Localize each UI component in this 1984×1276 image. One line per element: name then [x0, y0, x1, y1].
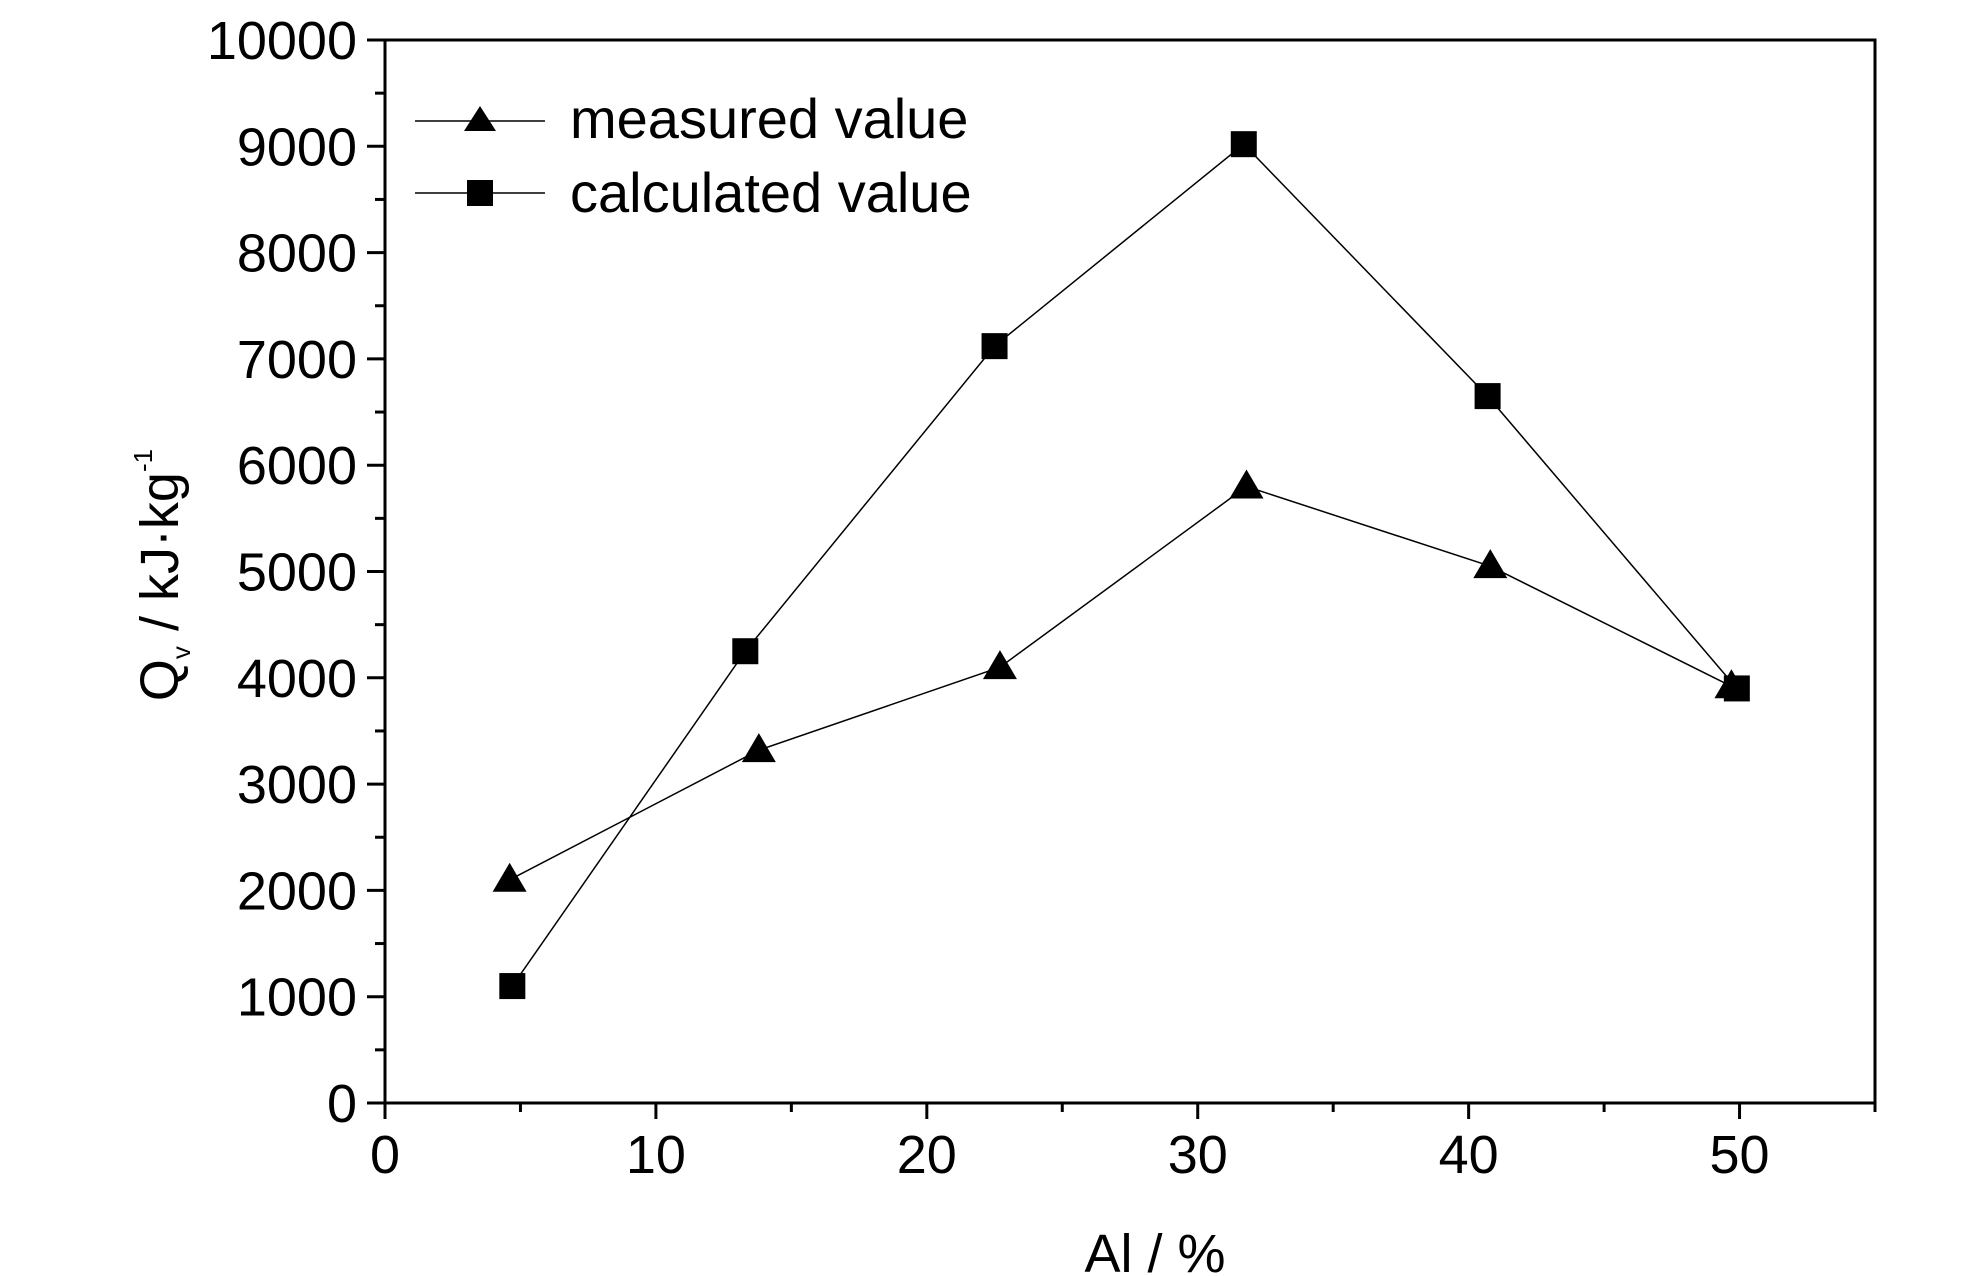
y-tick-label-4000: 4000: [237, 649, 357, 709]
calculated-point-0: [499, 973, 526, 1000]
y-tick-label-6000: 6000: [237, 436, 357, 496]
y-axis-title-main: Q: [130, 659, 190, 701]
y-axis-title-sup: -1: [128, 449, 158, 472]
x-tick-label-40: 40: [1439, 1125, 1499, 1185]
x-tick-label-10: 10: [626, 1125, 686, 1185]
calculated-point-1: [732, 638, 759, 665]
measured-point-4: [1473, 549, 1508, 579]
x-tick-label-30: 30: [1168, 1125, 1228, 1185]
calculated-point-2: [981, 333, 1008, 360]
calculated-point-3: [1230, 131, 1257, 158]
y-axis-title-sub: v: [166, 646, 196, 659]
y-axis-title: Qv / kJ·kg-1: [128, 449, 196, 701]
series-markers: [492, 131, 1750, 1000]
y-tick-label-5000: 5000: [237, 543, 357, 603]
y-tick-label-8000: 8000: [237, 224, 357, 284]
measured-point-1: [741, 733, 776, 763]
measured-point-2: [982, 650, 1017, 680]
calculated-point-5: [1723, 675, 1750, 702]
legend-label-calculated: calculated value: [570, 161, 972, 224]
legend-marker-square: [467, 180, 493, 206]
series-line-calculated: [511, 143, 1738, 987]
y-axis-title-unit: / kJ·kg: [130, 472, 190, 646]
measured-point-0: [492, 862, 527, 892]
y-axis: 0 1000 2000 3000 4000 5000 6000 7000 8000 9000 100…: [207, 11, 385, 1134]
y-tick-label-0: 0: [327, 1074, 357, 1134]
y-tick-label-3000: 3000: [237, 755, 357, 815]
x-tick-label-0: 0: [370, 1125, 400, 1185]
legend: measured value calculated value: [410, 70, 980, 230]
y-tick-label-2000: 2000: [237, 861, 357, 921]
x-tick-label-50: 50: [1710, 1125, 1770, 1185]
legend-marker-triangle: [464, 106, 496, 131]
y-tick-label-9000: 9000: [237, 117, 357, 177]
y-tick-label-10000: 10000: [207, 11, 357, 71]
series-line-measured: [509, 485, 1732, 881]
calculated-point-4: [1474, 383, 1501, 410]
x-tick-label-20: 20: [897, 1125, 957, 1185]
legend-box: [410, 70, 980, 230]
series-lines: [509, 143, 1738, 987]
x-axis-title: Al / %: [1084, 1224, 1225, 1276]
y-tick-label-1000: 1000: [237, 968, 357, 1028]
measured-point-3: [1229, 469, 1264, 499]
legend-label-measured: measured value: [570, 87, 968, 150]
x-axis: 0 10 20 30 40 50: [370, 1103, 1877, 1185]
y-tick-label-7000: 7000: [237, 330, 357, 390]
